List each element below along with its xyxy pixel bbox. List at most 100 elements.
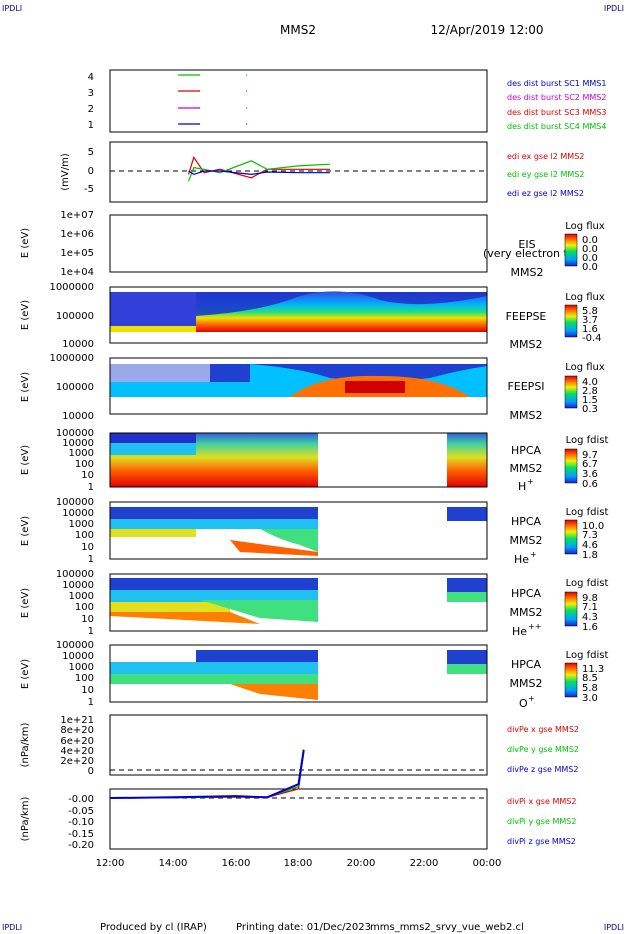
panel-divpe: 1e+21 8e+20 6e+20 4e+20 2e+20 0 (nPa/km)… [20, 714, 579, 777]
feepse-cbar-t2: 3.7 [582, 315, 598, 326]
divpi-tick-5: -0.20 [68, 840, 94, 851]
edi-series-line [187, 160, 330, 182]
hpca-o-species: O [519, 697, 528, 710]
feepse-ylabel: E (eV) [20, 300, 31, 330]
hpca-o-band-top [196, 650, 318, 662]
feepse-colorbar [564, 304, 578, 338]
divpe-tick-6: 0 [88, 766, 94, 777]
feepsi-tick-2: 100000 [56, 382, 94, 393]
feepse-tick-3: 10000 [62, 339, 94, 350]
edi-legend-z: edi ez gse l2 MMS2 [507, 189, 584, 198]
panel-hpca-o: 100000 10000 1000 100 10 1 E (eV) HPCA M… [20, 640, 608, 710]
footer-produced: Produced by cl (IRAP) [100, 922, 207, 933]
feepsi-cbar-t1: 4.0 [582, 377, 598, 388]
divpi-legend-z: divPi z gse MMS2 [507, 837, 576, 846]
divpi-lines [109, 749, 305, 799]
corner-label-br: IPDLI [603, 923, 624, 932]
divpe-legend-x: divPe x gse MMS2 [507, 725, 579, 734]
panel-hpca-o-frame [109, 644, 488, 703]
hpca-hepp-charge: ++ [528, 622, 541, 631]
spacecraft-title: MMS2 [280, 23, 316, 37]
panel-burst-frame [109, 69, 488, 133]
hpca-hepp-ylabel: E (eV) [20, 588, 31, 618]
hpca-he-cbar-t1: 10.0 [582, 521, 604, 532]
hpca-o-late-mid [447, 664, 487, 674]
hpca-he-tick-4: 100 [75, 530, 94, 541]
hpca-o-sub: MMS2 [510, 677, 543, 690]
panel-hpca-hepp-frame [109, 573, 488, 632]
hpca-o-tick-6: 1 [88, 697, 94, 708]
hpca-o-tick-5: 10 [81, 685, 94, 696]
eis-tick-3: 1e+05 [60, 248, 94, 259]
feepsi-tick-1: 1000000 [49, 353, 94, 364]
burst-tick-1: 1 [88, 120, 94, 131]
feepse-sub: MMS2 [510, 338, 543, 351]
burst-marks [178, 74, 248, 125]
hpca-hepp-cbar-t4: 1.6 [582, 622, 598, 633]
hpca-h-spectrogram-2 [447, 433, 487, 487]
date-title: 12/Apr/2019 12:00 [430, 23, 543, 37]
hpca-hepp-tick-1: 100000 [56, 569, 94, 580]
time-tick-1: 12:00 [96, 858, 125, 869]
panel-eis-frame [109, 214, 488, 273]
hpca-h-charge: + [527, 477, 534, 486]
feepsi-sparse-region [110, 364, 210, 382]
hpca-o-charge: + [528, 694, 535, 703]
hpca-hepp-tick-3: 1000 [69, 591, 94, 602]
divpi-legend-x: divPi x gse MMS2 [507, 797, 576, 806]
hpca-he-species: He [514, 553, 529, 566]
corner-label-tr: IPDLI [603, 4, 624, 13]
time-tick-7: 00:00 [473, 858, 502, 869]
time-tick-5: 20:00 [347, 858, 376, 869]
hpca-hepp-band-top [110, 578, 318, 590]
hpca-h-tick-3: 1000 [69, 448, 94, 459]
hpca-hepp-cbar-t3: 4.3 [582, 612, 598, 623]
divpe-tick-5: 2e+20 [60, 756, 94, 767]
hpca-hepp-late-mid [447, 592, 487, 602]
hpca-hepp-band-mid [110, 590, 318, 602]
feepsi-inst: FEEPSI [507, 380, 544, 393]
hpca-hepp-sub: MMS2 [510, 606, 543, 619]
hpca-he-tick-3: 1000 [69, 519, 94, 530]
time-tick-3: 16:00 [222, 858, 251, 869]
panel-hpca-hepp: 100000 10000 1000 100 10 1 E (eV) HPCA M… [20, 569, 608, 638]
feepsi-colorbar [564, 375, 578, 409]
hpca-hepp-tail [200, 600, 318, 622]
hpca-o-tick-4: 100 [75, 673, 94, 684]
hpca-he-cbar-title: Log fdist [566, 507, 609, 518]
hpca-hepp-cbar-t2: 7.1 [582, 602, 598, 613]
hpca-h-cbar-t3: 3.6 [582, 469, 598, 480]
hpca-hepp-inst: HPCA [511, 587, 542, 600]
hpca-he-tick-2: 10000 [62, 508, 94, 519]
burst-tick-3: 3 [88, 88, 94, 99]
panel-hpca-he-frame [109, 501, 488, 560]
hpca-h-cbar-t2: 6.7 [582, 459, 598, 470]
feepse-early-band [110, 326, 196, 332]
edi-tick-5: 5 [88, 147, 94, 158]
burst-legend-4: des dist burst SC4 MMS4 [507, 122, 606, 131]
eis-cbar-t3: 0.0 [582, 253, 598, 264]
hpca-h-colorbar [564, 448, 578, 484]
hpca-o-tick-3: 1000 [69, 662, 94, 673]
burst-legend-2: des dist burst SC2 MMS2 [507, 93, 606, 102]
hpca-he-tail [196, 529, 318, 552]
footer-printing: Printing date: 01/Dec/2023 [236, 922, 371, 933]
hpca-o-hot-tail [230, 684, 318, 700]
eis-ylabel: E (eV) [20, 228, 31, 258]
corner-label-tl: IPDLI [2, 4, 23, 13]
hpca-he-late [447, 507, 487, 521]
eis-tick-1: 1e+07 [60, 210, 94, 221]
hpca-o-tick-2: 10000 [62, 651, 94, 662]
feepse-tick-1: 1000000 [49, 282, 94, 293]
divpi-tick-1: -0.00 [68, 794, 94, 805]
hpca-o-band-low [110, 674, 318, 684]
feepse-tick-2: 100000 [56, 311, 94, 322]
edi-legend-x: edi ex gse l2 MMS2 [507, 152, 584, 161]
feepse-cbar-t4: -0.4 [582, 333, 602, 344]
eis-cbar-title: Log flux [565, 221, 605, 232]
hpca-h-cbar-title: Log fdist [566, 435, 609, 446]
hpca-hepp-tick-5: 10 [81, 614, 94, 625]
eis-inst: EIS [518, 238, 535, 251]
divpi-series-line [109, 749, 305, 799]
hpca-o-cbar-t3: 5.8 [582, 683, 598, 694]
